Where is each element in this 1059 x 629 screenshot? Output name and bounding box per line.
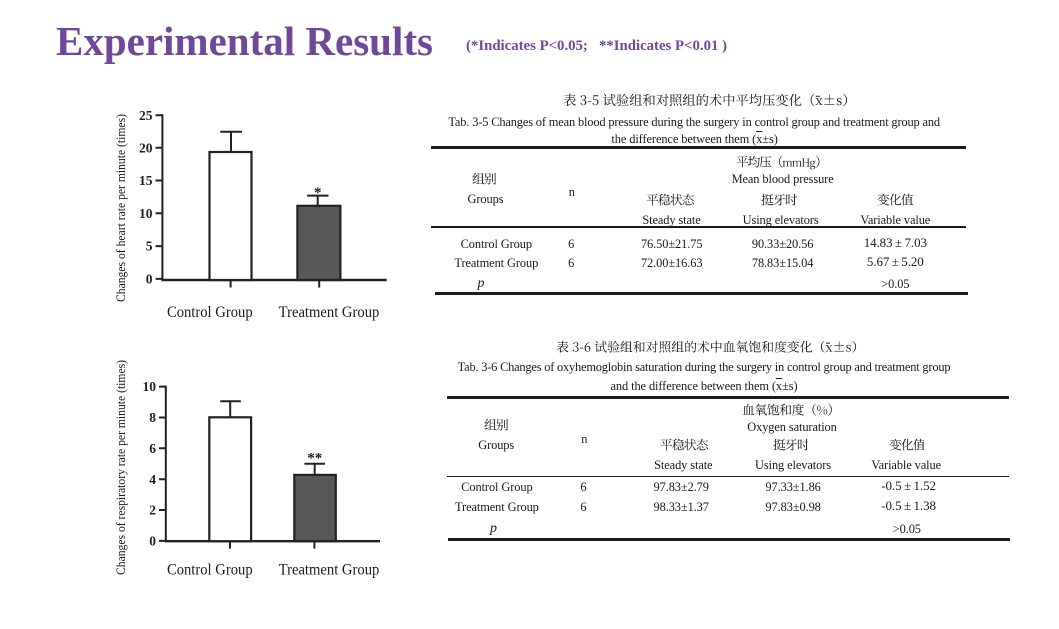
svg-text:2: 2 (149, 503, 156, 518)
svg-text:Control Group: Control Group (167, 562, 253, 579)
svg-text:Treatment Group: Treatment Group (279, 304, 380, 321)
svg-text:15: 15 (139, 173, 153, 188)
svg-text:0: 0 (146, 272, 153, 287)
svg-text:Control Group: Control Group (167, 304, 253, 321)
svg-text:5: 5 (146, 239, 153, 254)
svg-text:**: ** (307, 451, 322, 467)
svg-text:10: 10 (143, 379, 157, 394)
svg-text:6: 6 (149, 441, 156, 456)
svg-text:8: 8 (149, 410, 156, 425)
svg-text:Changes of respiratory rate pe: Changes of respiratory rate per minute (… (113, 360, 128, 575)
svg-text:10: 10 (139, 206, 153, 221)
svg-text:Treatment Group: Treatment Group (279, 562, 380, 579)
svg-text:*: * (314, 185, 322, 201)
svg-text:4: 4 (149, 472, 156, 487)
svg-text:0: 0 (149, 534, 156, 549)
svg-text:Changes of heart rate per minu: Changes of heart rate per minute (times) (113, 114, 128, 302)
svg-text:20: 20 (139, 140, 153, 155)
svg-text:25: 25 (139, 108, 153, 123)
